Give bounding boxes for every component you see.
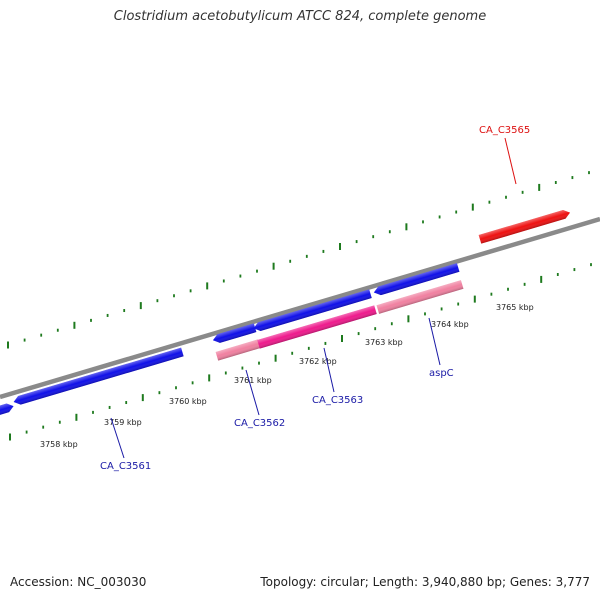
- genome-summary-text: Topology: circular; Length: 3,940,880 bp…: [260, 575, 590, 589]
- accession-text: Accession: NC_003030: [10, 575, 147, 589]
- scale-label: 3764 kbp: [431, 320, 469, 329]
- scale-label: 3760 kbp: [169, 397, 207, 406]
- scale-label: 3758 kbp: [40, 440, 78, 449]
- inner-tick-track: [9, 263, 592, 441]
- gene-aspC[interactable]: [376, 280, 464, 314]
- gene-left-edge[interactable]: [0, 402, 15, 417]
- scale-label: 3765 kbp: [496, 303, 534, 312]
- map-title: Clostridium acetobutylicum ATCC 824, com…: [113, 9, 487, 24]
- gene-aspC-blue[interactable]: [373, 263, 460, 297]
- leader-line: [428, 317, 441, 366]
- outer-tick-track: [7, 171, 590, 349]
- leader-line: [245, 369, 260, 416]
- gene-label-CA_C3565[interactable]: CA_C3565: [479, 125, 530, 136]
- gene-label-aspC[interactable]: aspC: [429, 368, 454, 379]
- genome-backbone: [0, 216, 600, 400]
- gene-CA_C3563-blue[interactable]: [252, 289, 372, 332]
- gene-label-CA_C3562[interactable]: CA_C3562: [234, 418, 285, 429]
- gene-CA_C3562-blue[interactable]: [212, 323, 257, 344]
- scale-label: 3759 kbp: [104, 418, 142, 427]
- scale-label: 3761 kbp: [234, 376, 272, 385]
- leader-line: [110, 417, 125, 459]
- gene-CA_C3561[interactable]: [12, 347, 184, 407]
- gene-label-CA_C3563[interactable]: CA_C3563: [312, 395, 363, 406]
- scale-label: 3763 kbp: [365, 338, 403, 347]
- gene-CA_C3563[interactable]: [257, 305, 377, 349]
- leader-line: [504, 137, 517, 185]
- gene-CA_C3565[interactable]: [478, 208, 572, 244]
- scale-label: 3762 kbp: [299, 357, 337, 366]
- gene-CA_C3562[interactable]: [215, 339, 261, 361]
- gene-label-CA_C3561[interactable]: CA_C3561: [100, 461, 151, 472]
- leader-line: [323, 347, 335, 393]
